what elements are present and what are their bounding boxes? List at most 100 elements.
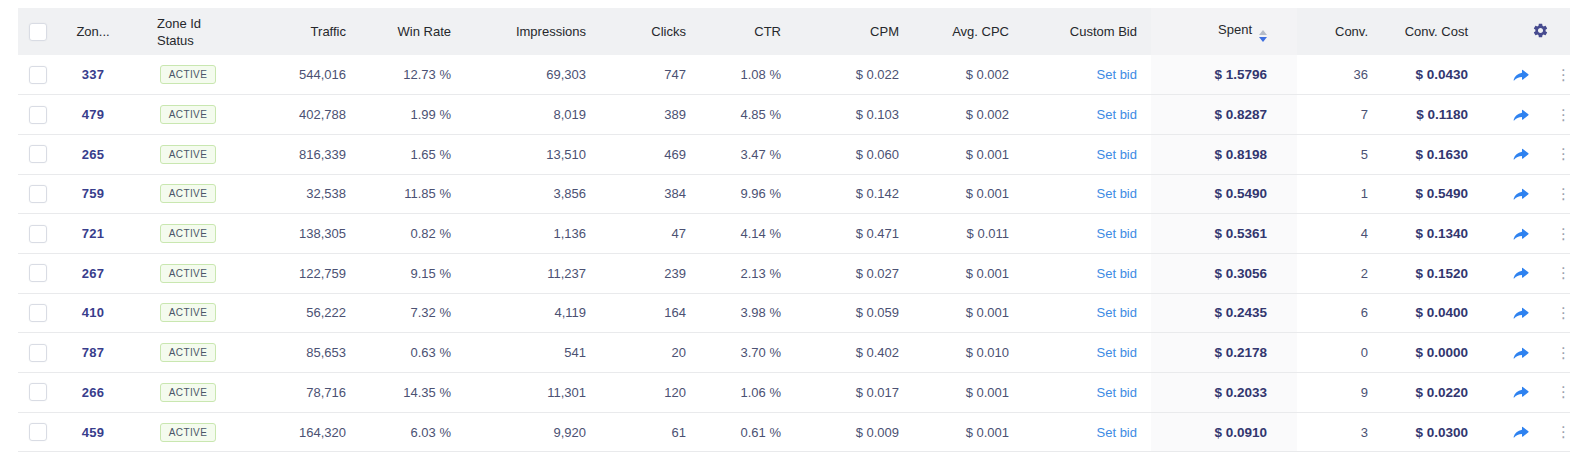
set-bid-link[interactable]: Set bid <box>1023 333 1151 373</box>
conv-value: 5 <box>1297 134 1382 174</box>
ctr-value: 2.13 % <box>700 253 795 293</box>
gear-icon[interactable] <box>1532 22 1549 39</box>
status-badge: ACTIVE <box>160 423 217 442</box>
conv-cost-value: $ 0.0220 <box>1382 373 1482 413</box>
column-header-impressions[interactable]: Impressions <box>465 8 600 55</box>
table-row: 759 ACTIVE 32,538 11.85 % 3,856 384 9.96… <box>18 174 1570 214</box>
row-checkbox[interactable] <box>29 145 47 163</box>
column-header-win-rate[interactable]: Win Rate <box>360 8 465 55</box>
vertical-ellipsis-icon[interactable]: ⋮ <box>1556 423 1570 441</box>
vertical-ellipsis-icon[interactable]: ⋮ <box>1556 344 1570 362</box>
row-checkbox[interactable] <box>29 423 47 441</box>
clicks-value: 164 <box>600 293 700 333</box>
zones-stats-table: Zon... Zone Id Status Traffic Win Rate I… <box>18 8 1570 452</box>
clicks-value: 389 <box>600 95 700 135</box>
vertical-ellipsis-icon[interactable]: ⋮ <box>1556 106 1570 124</box>
column-header-actions <box>1482 8 1570 55</box>
zone-id-link[interactable]: 759 <box>58 174 128 214</box>
column-header-traffic[interactable]: Traffic <box>248 8 360 55</box>
status-badge: ACTIVE <box>160 264 217 283</box>
column-header-cpm[interactable]: CPM <box>795 8 913 55</box>
impressions-value: 9,920 <box>465 412 600 452</box>
zone-id-link[interactable]: 337 <box>58 55 128 95</box>
row-checkbox[interactable] <box>29 185 47 203</box>
set-bid-link[interactable]: Set bid <box>1023 373 1151 413</box>
set-bid-link[interactable]: Set bid <box>1023 55 1151 95</box>
row-select-cell <box>18 373 58 413</box>
column-header-ctr[interactable]: CTR <box>700 8 795 55</box>
avg-cpc-value: $ 0.001 <box>913 174 1023 214</box>
zone-id-link[interactable]: 459 <box>58 412 128 452</box>
conv-cost-value: $ 0.0300 <box>1382 412 1482 452</box>
zone-id-link[interactable]: 721 <box>58 214 128 254</box>
column-header-zone-id-status[interactable]: Zone Id Status <box>128 8 248 55</box>
share-arrow-icon[interactable] <box>1510 67 1530 83</box>
sort-carets-icon[interactable] <box>1259 30 1267 42</box>
row-checkbox[interactable] <box>29 264 47 282</box>
vertical-ellipsis-icon[interactable]: ⋮ <box>1556 304 1570 322</box>
share-arrow-icon[interactable] <box>1510 345 1530 361</box>
column-header-conv-cost[interactable]: Conv. Cost <box>1382 8 1482 55</box>
share-arrow-icon[interactable] <box>1510 186 1530 202</box>
zone-id-link[interactable]: 267 <box>58 253 128 293</box>
conv-cost-value: $ 0.1340 <box>1382 214 1482 254</box>
column-header-conv[interactable]: Conv. <box>1297 8 1382 55</box>
row-checkbox[interactable] <box>29 344 47 362</box>
row-checkbox[interactable] <box>29 225 47 243</box>
zone-id-link[interactable]: 479 <box>58 95 128 135</box>
ctr-value: 9.96 % <box>700 174 795 214</box>
share-arrow-icon[interactable] <box>1510 107 1530 123</box>
traffic-value: 32,538 <box>248 174 360 214</box>
conv-cost-value: $ 0.5490 <box>1382 174 1482 214</box>
column-header-custom-bid[interactable]: Custom Bid <box>1023 8 1151 55</box>
avg-cpc-value: $ 0.001 <box>913 134 1023 174</box>
share-arrow-icon[interactable] <box>1510 305 1530 321</box>
vertical-ellipsis-icon[interactable]: ⋮ <box>1556 185 1570 203</box>
zone-id-link[interactable]: 787 <box>58 333 128 373</box>
set-bid-link[interactable]: Set bid <box>1023 134 1151 174</box>
zone-id-link[interactable]: 410 <box>58 293 128 333</box>
set-bid-link[interactable]: Set bid <box>1023 253 1151 293</box>
row-select-cell <box>18 95 58 135</box>
zone-id-link[interactable]: 265 <box>58 134 128 174</box>
vertical-ellipsis-icon[interactable]: ⋮ <box>1556 264 1570 282</box>
share-arrow-icon[interactable] <box>1510 384 1530 400</box>
vertical-ellipsis-icon[interactable]: ⋮ <box>1556 383 1570 401</box>
column-header-avg-cpc[interactable]: Avg. CPC <box>913 8 1023 55</box>
column-header-clicks[interactable]: Clicks <box>600 8 700 55</box>
row-actions-cell: ⋮ <box>1482 373 1570 413</box>
share-arrow-icon[interactable] <box>1510 146 1530 162</box>
set-bid-link[interactable]: Set bid <box>1023 174 1151 214</box>
cpm-value: $ 0.471 <box>795 214 913 254</box>
status-badge: ACTIVE <box>160 145 217 164</box>
set-bid-link[interactable]: Set bid <box>1023 95 1151 135</box>
clicks-value: 47 <box>600 214 700 254</box>
vertical-ellipsis-icon[interactable]: ⋮ <box>1556 145 1570 163</box>
row-select-cell <box>18 412 58 452</box>
cpm-value: $ 0.060 <box>795 134 913 174</box>
status-badge: ACTIVE <box>160 383 217 402</box>
traffic-value: 816,339 <box>248 134 360 174</box>
conv-value: 4 <box>1297 214 1382 254</box>
row-actions-cell: ⋮ <box>1482 174 1570 214</box>
select-all-header <box>18 8 58 55</box>
share-arrow-icon[interactable] <box>1510 424 1530 440</box>
row-checkbox[interactable] <box>29 106 47 124</box>
row-checkbox[interactable] <box>29 383 47 401</box>
set-bid-link[interactable]: Set bid <box>1023 214 1151 254</box>
select-all-checkbox[interactable] <box>29 23 47 41</box>
zone-status-cell: ACTIVE <box>128 55 248 95</box>
vertical-ellipsis-icon[interactable]: ⋮ <box>1556 225 1570 243</box>
conv-cost-value: $ 0.1630 <box>1382 134 1482 174</box>
zone-id-link[interactable]: 266 <box>58 373 128 413</box>
share-arrow-icon[interactable] <box>1510 265 1530 281</box>
row-checkbox[interactable] <box>29 66 47 84</box>
traffic-value: 402,788 <box>248 95 360 135</box>
set-bid-link[interactable]: Set bid <box>1023 412 1151 452</box>
vertical-ellipsis-icon[interactable]: ⋮ <box>1556 66 1570 84</box>
share-arrow-icon[interactable] <box>1510 226 1530 242</box>
row-checkbox[interactable] <box>29 304 47 322</box>
set-bid-link[interactable]: Set bid <box>1023 293 1151 333</box>
column-header-spent[interactable]: Spent <box>1151 8 1297 55</box>
column-header-zone[interactable]: Zon... <box>58 8 128 55</box>
